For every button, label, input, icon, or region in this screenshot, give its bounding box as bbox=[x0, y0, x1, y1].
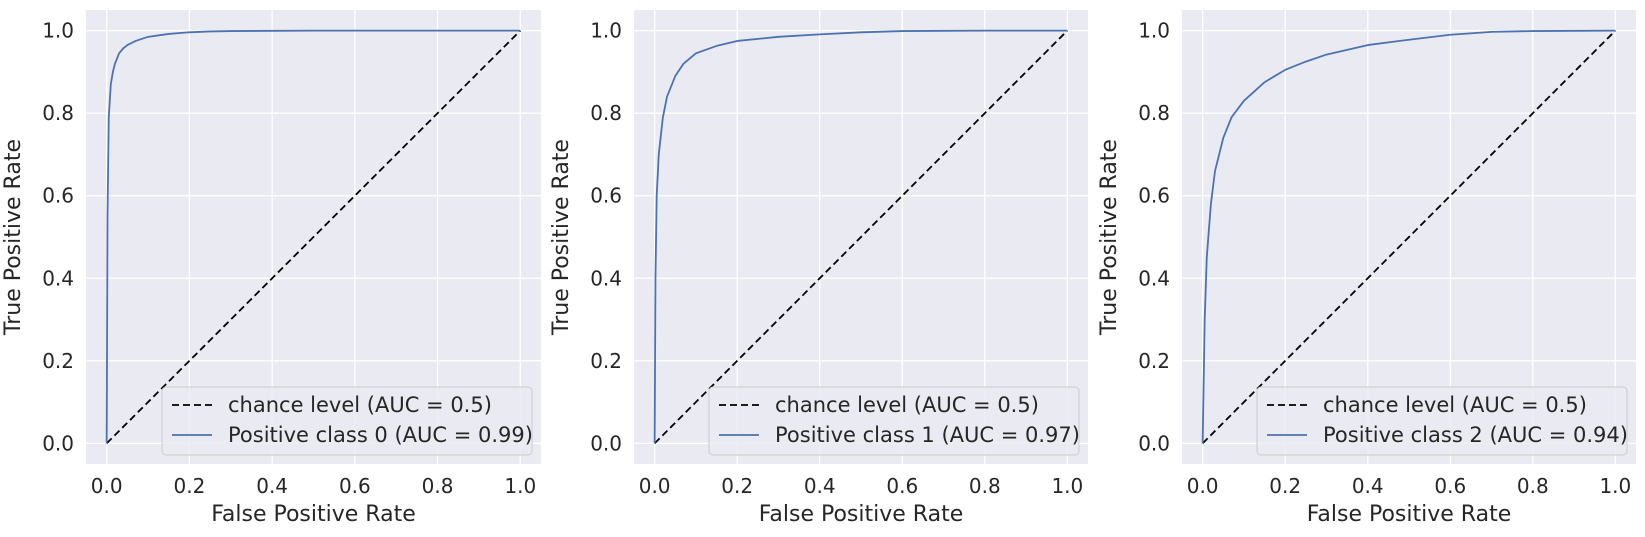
y-tick-label: 0.0 bbox=[590, 431, 622, 455]
legend: chance level (AUC = 0.5) Positive class 1… bbox=[708, 386, 1080, 456]
x-tick-label: 1.0 bbox=[1051, 474, 1083, 498]
y-tick-label: 1.0 bbox=[1138, 19, 1170, 43]
x-tick-label: 1.0 bbox=[504, 474, 536, 498]
x-tick-label: 0.0 bbox=[639, 474, 671, 498]
x-axis-label: False Positive Rate bbox=[759, 502, 963, 527]
roc-curve-line bbox=[105, 29, 521, 444]
roc-panel-1: 0.0 0.2 0.4 0.6 0.8 1.0 0.0 0.2 0.4 0.6 0.8 1.0 Fals… bbox=[549, 10, 1088, 527]
y-tick-label: 0.2 bbox=[1138, 349, 1170, 373]
roc-panel-2: 0.0 0.2 0.4 0.6 0.8 1.0 0.0 0.2 0.4 0.6 0.8 1.0 Fals… bbox=[1097, 10, 1636, 527]
legend-entry: Positive class 0 (AUC = 0.99) bbox=[228, 423, 533, 447]
y-tick-label: 0.6 bbox=[1138, 184, 1170, 208]
x-tick-label: 0.0 bbox=[91, 474, 123, 498]
y-tick-label: 0.2 bbox=[590, 349, 622, 373]
legend-box bbox=[1256, 386, 1628, 456]
legend-entry: chance level (AUC = 0.5) bbox=[775, 393, 1039, 417]
y-axis-label: True Positive Rate bbox=[1097, 139, 1122, 336]
y-tick-label: 0.8 bbox=[590, 101, 622, 125]
y-tick-label: 0.0 bbox=[42, 431, 74, 455]
legend-entry: Positive class 1 (AUC = 0.97) bbox=[775, 423, 1080, 447]
x-tick-label: 0.2 bbox=[174, 474, 206, 498]
legend-entry: chance level (AUC = 0.5) bbox=[228, 393, 492, 417]
y-tick-label: 1.0 bbox=[42, 19, 74, 43]
y-tick-label: 0.8 bbox=[42, 101, 74, 125]
x-tick-label: 1.0 bbox=[1599, 474, 1631, 498]
y-axis-label: True Positive Rate bbox=[1, 139, 26, 336]
x-tick-label: 0.6 bbox=[339, 474, 371, 498]
x-tick-label: 0.2 bbox=[1269, 474, 1301, 498]
x-tick-label: 0.6 bbox=[886, 474, 918, 498]
x-axis-label: False Positive Rate bbox=[1307, 502, 1511, 527]
y-tick-label: 0.2 bbox=[42, 349, 74, 373]
x-tick-label: 0.2 bbox=[721, 474, 753, 498]
legend: chance level (AUC = 0.5) Positive class 0… bbox=[161, 386, 533, 456]
legend-entry: chance level (AUC = 0.5) bbox=[1323, 393, 1587, 417]
x-axis-label: False Positive Rate bbox=[211, 502, 415, 527]
legend-entry: Positive class 2 (AUC = 0.94) bbox=[1323, 423, 1628, 447]
y-tick-label: 0.6 bbox=[590, 184, 622, 208]
legend-box bbox=[708, 386, 1080, 456]
x-tick-label: 0.4 bbox=[804, 474, 836, 498]
roc-curve-line bbox=[653, 29, 1068, 444]
legend: chance level (AUC = 0.5) Positive class 2… bbox=[1256, 386, 1628, 456]
y-tick-label: 0.4 bbox=[1138, 266, 1170, 290]
y-axis-label: True Positive Rate bbox=[549, 139, 574, 336]
x-tick-label: 0.8 bbox=[969, 474, 1001, 498]
x-tick-label: 0.4 bbox=[256, 474, 288, 498]
y-tick-label: 1.0 bbox=[590, 19, 622, 43]
chance-level-line bbox=[654, 30, 1068, 444]
x-tick-label: 0.0 bbox=[1187, 474, 1219, 498]
y-tick-label: 0.6 bbox=[42, 184, 74, 208]
y-tick-label: 0.4 bbox=[42, 266, 74, 290]
x-tick-label: 0.4 bbox=[1352, 474, 1384, 498]
x-tick-label: 0.8 bbox=[1517, 474, 1549, 498]
roc-curve-line bbox=[1201, 29, 1616, 444]
roc-panel-0: 0.0 0.2 0.4 0.6 0.8 1.0 0.0 0.2 0.4 0.6 0.8 1.0 Fals… bbox=[1, 10, 541, 527]
chance-level-line bbox=[106, 30, 521, 444]
legend-box bbox=[161, 386, 533, 456]
y-tick-label: 0.0 bbox=[1138, 431, 1170, 455]
x-tick-label: 0.8 bbox=[422, 474, 454, 498]
y-tick-label: 0.8 bbox=[1138, 101, 1170, 125]
chance-level-line bbox=[1202, 30, 1616, 444]
x-tick-label: 0.6 bbox=[1434, 474, 1466, 498]
y-tick-label: 0.4 bbox=[590, 266, 622, 290]
